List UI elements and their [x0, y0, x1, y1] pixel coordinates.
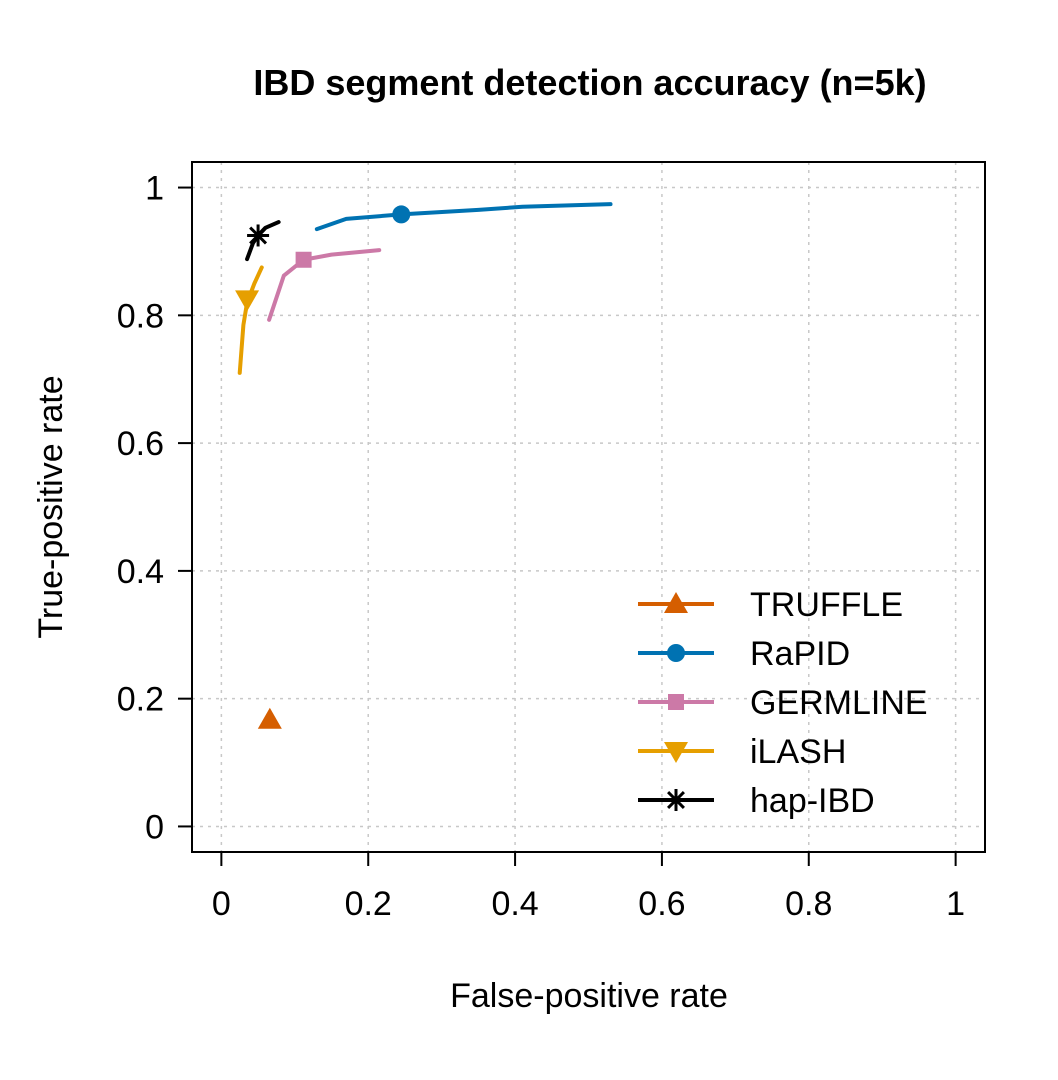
y-tick-label: 0 — [145, 808, 164, 846]
legend: TRUFFLE RaPID GERMLINE iLASH hap-IBD — [638, 586, 928, 820]
series-hap-ibd — [245, 220, 281, 262]
x-tick-label: 1 — [946, 885, 965, 923]
series-line-germline — [267, 248, 382, 322]
y-tick-label: 0.6 — [117, 425, 164, 463]
legend-marker-truffle — [664, 592, 688, 613]
marker-germline — [295, 251, 312, 268]
series-rapid — [314, 202, 613, 232]
x-tick-label: 0.8 — [785, 885, 832, 923]
marker-ilash — [235, 290, 260, 312]
legend-label: hap-IBD — [750, 782, 875, 820]
marker-rapid — [392, 205, 411, 224]
legend-marker-ilash — [664, 742, 688, 763]
series-layer — [235, 202, 613, 729]
legend-item-rapid: RaPID — [638, 635, 850, 673]
legend-marker-hap-ibd — [665, 789, 687, 811]
legend-item-truffle: TRUFFLE — [638, 586, 903, 624]
x-tick-label: 0.6 — [638, 885, 685, 923]
plot-frame — [191, 161, 986, 853]
y-axis-label: True-positive rate — [32, 375, 70, 638]
chart-title: IBD segment detection accuracy (n=5k) — [253, 62, 926, 103]
legend-label: iLASH — [750, 733, 846, 771]
series-line-ilash — [237, 265, 264, 375]
x-axis-label: False-positive rate — [450, 977, 728, 1015]
series-line-rapid — [314, 202, 613, 232]
y-tick-label: 0.8 — [117, 297, 164, 335]
series-germline — [267, 248, 382, 322]
x-tick-label: 0 — [212, 885, 231, 923]
y-tick-label: 1 — [145, 170, 164, 208]
y-tick-label: 0.2 — [117, 681, 164, 719]
x-tick-label: 0.2 — [345, 885, 392, 923]
y-axis: 0 0.2 0.4 0.6 0.8 1 — [117, 170, 192, 846]
marker-truffle — [257, 707, 282, 729]
legend-item-germline: GERMLINE — [638, 684, 928, 722]
marker-hap-ibd — [247, 224, 270, 247]
legend-item-hap-ibd: hap-IBD — [638, 782, 875, 820]
legend-marker-rapid — [667, 644, 685, 662]
x-axis: 0 0.2 0.4 0.6 0.8 1 — [212, 852, 965, 923]
y-tick-label: 0.4 — [117, 553, 164, 591]
x-tick-label: 0.4 — [491, 885, 538, 923]
legend-label: RaPID — [750, 635, 850, 673]
series-ilash — [235, 265, 264, 375]
legend-label: TRUFFLE — [750, 586, 903, 624]
series-truffle — [257, 707, 282, 729]
legend-label: GERMLINE — [750, 684, 928, 722]
grid-lines — [192, 162, 985, 852]
legend-marker-germline — [668, 694, 684, 710]
legend-item-ilash: iLASH — [638, 733, 846, 771]
